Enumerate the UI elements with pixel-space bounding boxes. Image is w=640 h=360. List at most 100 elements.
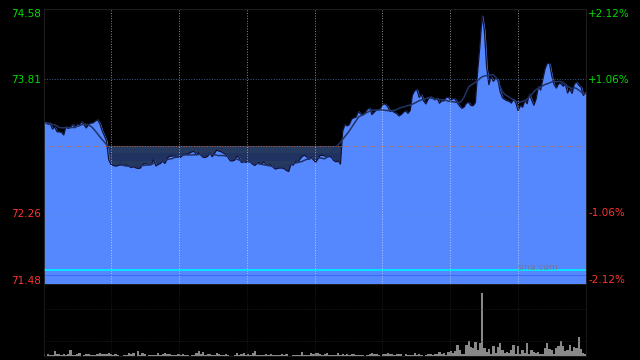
Bar (63, 354, 65, 356)
Bar (531, 350, 532, 356)
Bar (335, 355, 337, 356)
Bar (58, 354, 60, 356)
Bar (241, 354, 243, 356)
Bar (407, 355, 409, 356)
Bar (461, 354, 463, 356)
Bar (528, 354, 531, 356)
Bar (445, 355, 447, 356)
Bar (88, 354, 90, 356)
Bar (285, 354, 287, 356)
Bar (164, 353, 166, 356)
Bar (175, 355, 177, 356)
Bar (152, 355, 155, 356)
Bar (141, 352, 143, 356)
Bar (218, 354, 220, 356)
Text: sina.com: sina.com (518, 263, 559, 272)
Bar (112, 355, 115, 356)
Bar (495, 353, 497, 356)
Bar (569, 346, 571, 356)
Bar (276, 355, 278, 356)
Bar (501, 350, 504, 356)
Bar (137, 351, 139, 356)
Bar (116, 355, 119, 356)
Bar (557, 346, 560, 356)
Bar (124, 355, 125, 356)
Bar (186, 355, 189, 356)
Bar (72, 355, 74, 356)
Bar (317, 354, 319, 356)
Bar (148, 355, 150, 356)
Bar (97, 354, 99, 356)
Bar (283, 355, 285, 356)
Bar (391, 354, 394, 356)
Bar (454, 351, 456, 356)
Bar (490, 354, 492, 356)
Bar (260, 355, 263, 356)
Bar (128, 353, 130, 356)
Bar (69, 350, 72, 356)
Bar (110, 355, 112, 356)
Bar (580, 349, 582, 356)
Bar (168, 354, 171, 356)
Bar (573, 347, 575, 356)
Bar (321, 355, 324, 356)
Bar (225, 354, 227, 356)
Bar (60, 355, 63, 356)
Bar (412, 355, 413, 356)
Bar (348, 355, 351, 356)
Bar (76, 354, 78, 356)
Bar (449, 351, 452, 356)
Bar (452, 353, 454, 356)
Bar (510, 350, 513, 356)
Bar (526, 343, 528, 356)
Bar (259, 355, 260, 356)
Bar (398, 354, 400, 356)
Bar (418, 355, 420, 356)
Bar (184, 355, 186, 356)
Bar (360, 355, 362, 356)
Bar (44, 184, 586, 192)
Bar (477, 350, 479, 356)
Bar (315, 354, 317, 356)
Bar (519, 354, 522, 356)
Bar (492, 346, 495, 356)
Bar (513, 345, 515, 356)
Bar (269, 354, 272, 356)
Bar (103, 354, 106, 356)
Bar (479, 343, 481, 356)
Bar (125, 355, 128, 356)
Bar (252, 352, 254, 356)
Bar (584, 354, 587, 356)
Bar (44, 199, 586, 207)
Bar (263, 355, 265, 356)
Bar (486, 352, 488, 356)
Bar (162, 354, 164, 356)
Bar (42, 354, 45, 356)
Bar (51, 355, 54, 356)
Bar (139, 355, 141, 356)
Bar (296, 355, 299, 356)
Bar (310, 353, 312, 356)
Bar (499, 343, 501, 356)
Bar (425, 355, 427, 356)
Bar (157, 353, 159, 356)
Bar (556, 348, 557, 356)
Bar (366, 355, 369, 356)
Bar (166, 354, 168, 356)
Bar (143, 354, 146, 356)
Bar (353, 354, 355, 356)
Bar (44, 246, 586, 253)
Bar (177, 354, 180, 356)
Bar (56, 355, 58, 356)
Bar (301, 352, 303, 356)
Bar (245, 355, 247, 356)
Bar (375, 354, 378, 356)
Bar (281, 354, 283, 356)
Bar (78, 353, 81, 356)
Bar (447, 352, 449, 356)
Bar (319, 354, 321, 356)
Bar (324, 354, 326, 356)
Bar (384, 354, 387, 356)
Bar (522, 350, 524, 356)
Bar (115, 354, 116, 356)
